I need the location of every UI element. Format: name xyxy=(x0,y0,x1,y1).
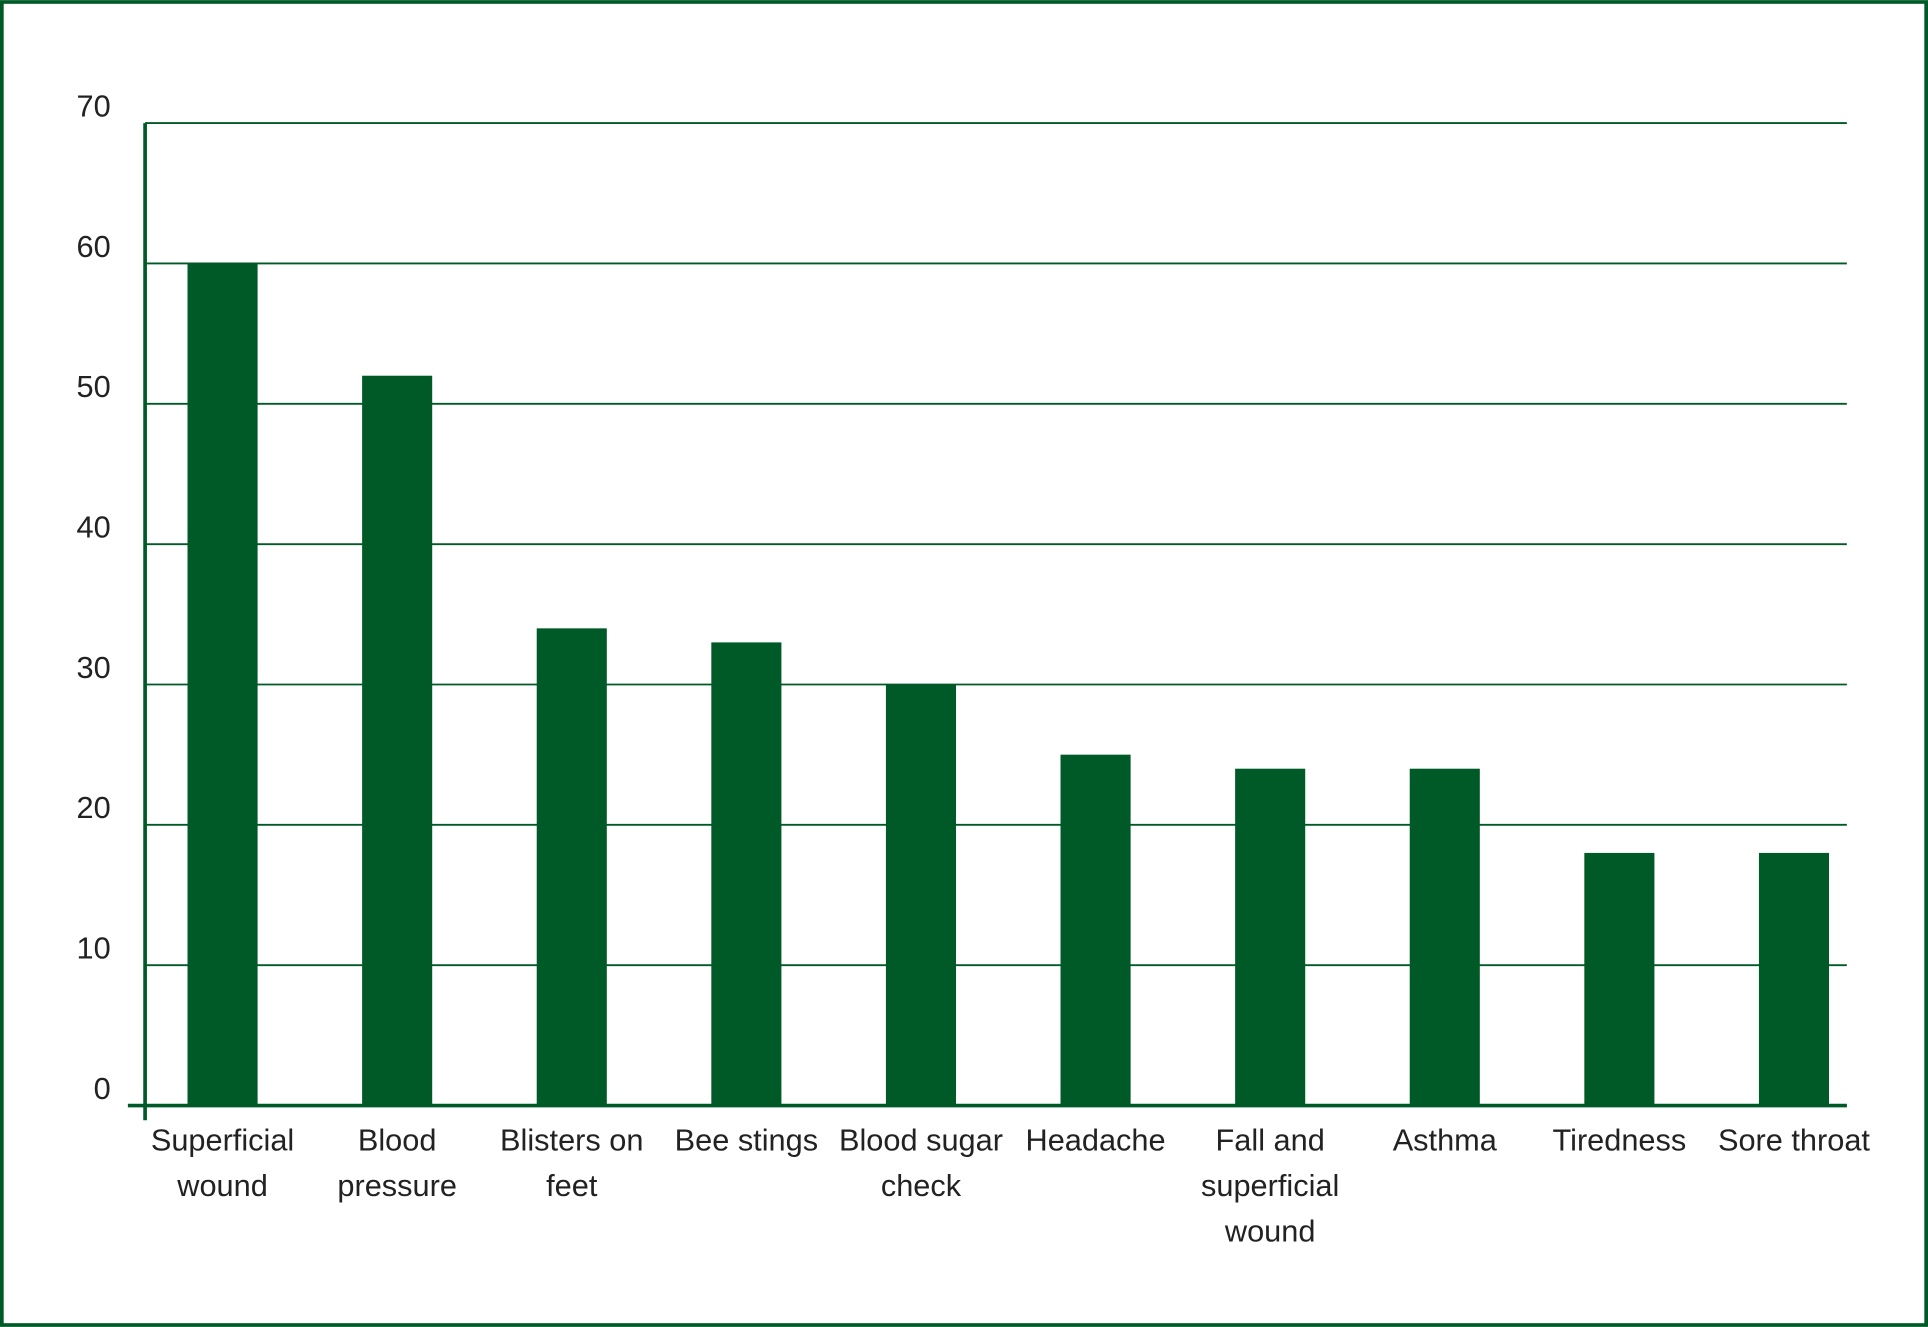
x-tick-label: Blood pressure xyxy=(337,1123,457,1203)
x-tick-label: Blisters on feet xyxy=(500,1123,643,1203)
y-tick-label: 10 xyxy=(76,931,110,966)
bar xyxy=(1235,768,1306,1106)
x-tick-label: Superficial wound xyxy=(151,1123,294,1203)
bar xyxy=(1584,852,1655,1106)
x-tick-label: Sore throat xyxy=(1718,1123,1870,1158)
x-tick-label: Tiredness xyxy=(1553,1123,1687,1158)
x-tick-label: Headache xyxy=(1026,1123,1166,1158)
x-tick-label: Asthma xyxy=(1393,1123,1498,1158)
y-tick-label: 60 xyxy=(76,229,110,264)
x-tick-label: Blood sugar check xyxy=(839,1123,1003,1203)
bar xyxy=(187,263,258,1106)
bar xyxy=(885,684,957,1106)
y-tick-label: 50 xyxy=(76,369,110,404)
y-tick-label: 70 xyxy=(76,88,110,123)
x-tick-label: Bee stings xyxy=(675,1123,818,1158)
y-tick-label: 40 xyxy=(76,510,110,545)
bar xyxy=(1409,768,1480,1106)
bar xyxy=(711,642,782,1106)
bar xyxy=(1758,852,1830,1106)
x-tick-label: Fall and superficial wound xyxy=(1201,1123,1339,1249)
y-tick-label: 0 xyxy=(94,1071,111,1106)
y-tick-label: 30 xyxy=(76,650,110,685)
bar xyxy=(536,628,607,1106)
bar xyxy=(362,375,433,1106)
y-tick-label: 20 xyxy=(76,790,110,825)
bar xyxy=(1060,754,1131,1106)
